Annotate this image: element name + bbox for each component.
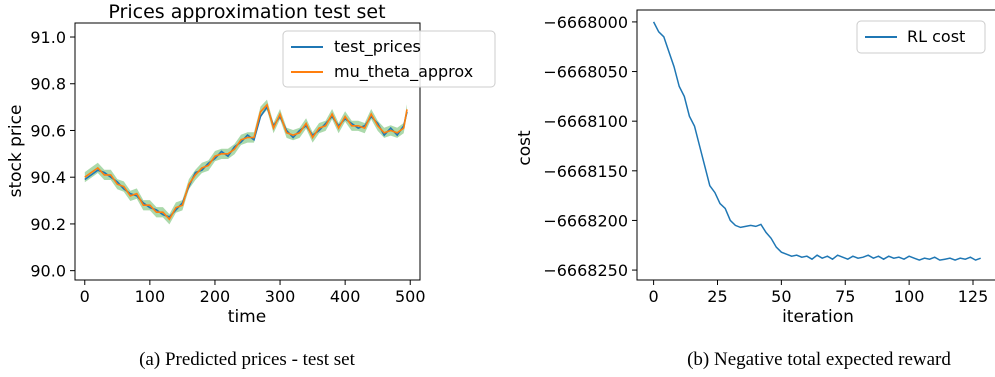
a-y-tick-label-2: 90.4 [30, 168, 66, 187]
chart-a-lines [84, 103, 408, 221]
b-x-tick-label-0: 0 [649, 287, 659, 306]
chart-b-y-ticks: −6668000 −6668050 −6668100 −6668150 −6668200… [543, 13, 637, 280]
a-x-tick-label-3: 300 [265, 287, 296, 306]
chart-b-axes-frame [636, 9, 995, 281]
a-y-tick-label-0: 90.0 [30, 262, 66, 281]
b-y-tick-label-4: −6668200 [543, 211, 628, 230]
b-x-tick-label-3: 75 [835, 287, 855, 306]
chart-a-series-line-1 [84, 103, 408, 221]
b-y-tick-label-3: −6668150 [543, 162, 628, 181]
chart-b-y-label: cost [515, 130, 535, 166]
chart-b-caption: (b) Negative total expected reward [687, 349, 951, 370]
chart-a-legend-box [282, 30, 496, 88]
chart-b-x-ticks: 0 25 50 75 100 125 [649, 280, 989, 306]
b-y-tick-label-1: −6668050 [543, 63, 628, 82]
chart-b-series-line-0 [652, 21, 981, 261]
a-y-tick-label-1: 90.2 [30, 215, 66, 234]
chart-a-axes-frame [74, 22, 421, 281]
a-y-tick-label-3: 90.6 [30, 121, 66, 140]
chart-a-legend: test_prices mu_theta_approx [282, 30, 496, 88]
chart-b-legend: RL cost [856, 20, 986, 54]
a-x-tick-label-1: 100 [135, 287, 166, 306]
a-y-tick-label-5: 91.0 [30, 28, 66, 47]
chart-a-confidence-band [84, 99, 408, 225]
b-x-tick-label-5: 125 [958, 287, 989, 306]
legend-label-rl-cost: RL cost [907, 27, 965, 46]
chart-b-legend-box [856, 20, 986, 54]
b-x-tick-label-2: 50 [771, 287, 791, 306]
chart-b-x-label: iteration [782, 307, 854, 327]
chart-a-title: Prices approximation test set [108, 1, 385, 23]
a-y-tick-label-4: 90.8 [30, 75, 66, 94]
a-x-tick-label-4: 400 [330, 287, 361, 306]
chart-a-x-label: time [228, 307, 266, 327]
a-x-tick-label-2: 200 [200, 287, 231, 306]
chart-a-band-polygon [84, 99, 408, 225]
a-x-tick-label-0: 0 [80, 287, 90, 306]
chart-b-lines [652, 21, 981, 261]
chart-a-caption: (a) Predicted prices - test set [139, 349, 355, 370]
chart-a-y-ticks: 90.0 90.2 90.4 90.6 90.8 91.0 [30, 28, 75, 281]
chart-a-x-ticks: 0 100 200 300 400 500 [80, 280, 426, 306]
b-x-tick-label-1: 25 [707, 287, 727, 306]
legend-label-mu-theta-approx: mu_theta_approx [334, 62, 473, 82]
b-y-tick-label-2: −6668100 [543, 112, 628, 131]
b-y-tick-label-5: −6668250 [543, 261, 628, 280]
a-x-tick-label-5: 500 [395, 287, 426, 306]
b-y-tick-label-0: −6668000 [543, 13, 628, 32]
b-x-tick-label-4: 100 [894, 287, 925, 306]
chart-prices-approximation: Prices approximation test set 0 100 200 300… [6, 1, 496, 370]
legend-label-test-prices: test_prices [334, 37, 421, 57]
chart-rl-cost: 0 25 50 75 100 125 −6668000−6668050−6668100−6… [515, 9, 995, 370]
chart-a-y-label: stock price [6, 105, 26, 198]
